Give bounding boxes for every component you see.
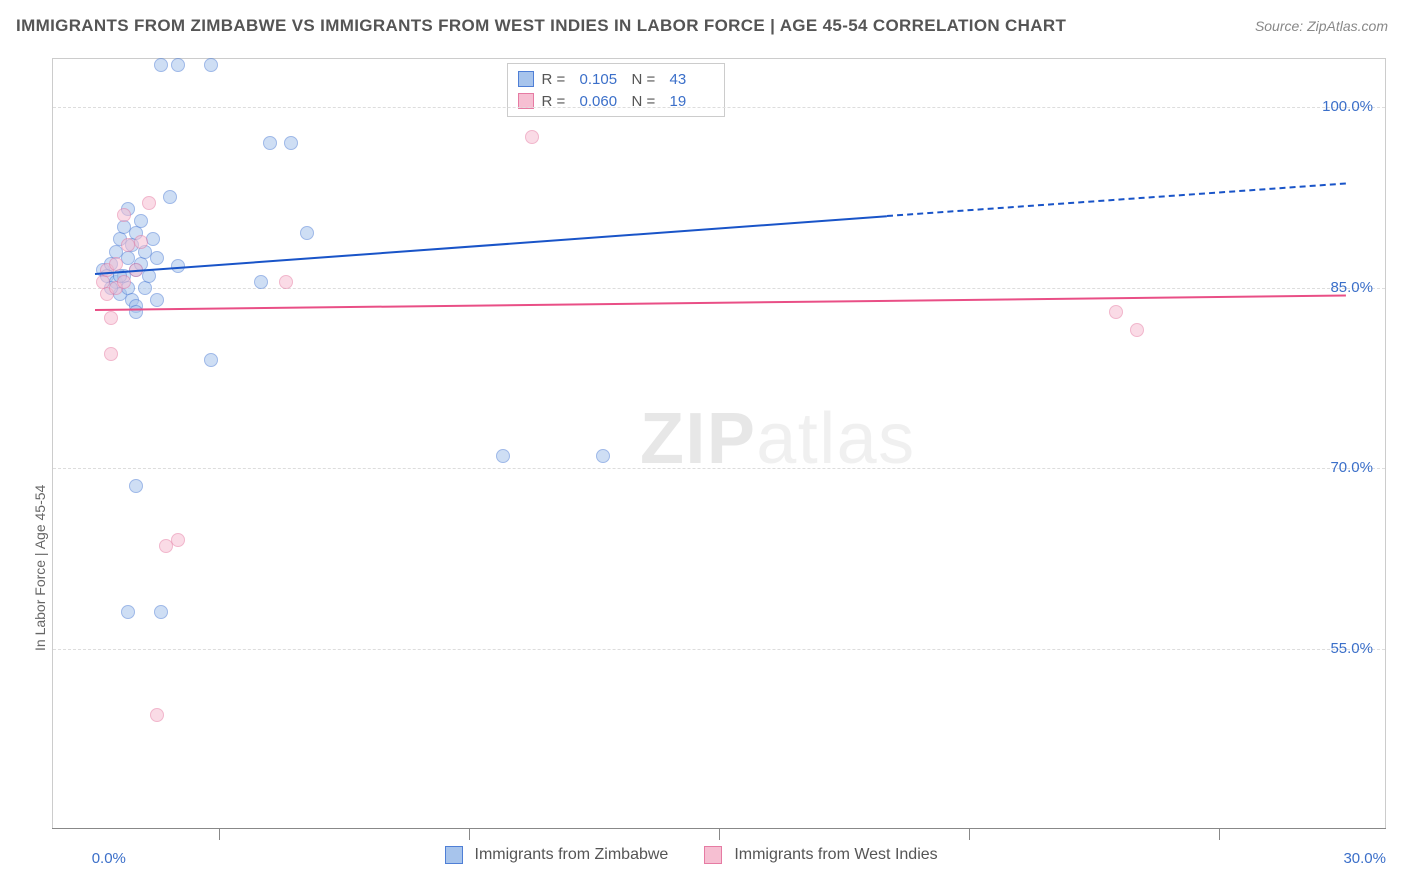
scatter-marker-zimbabwe <box>300 226 314 240</box>
legend-series: Immigrants from Zimbabwe Immigrants from … <box>445 846 962 864</box>
legend-swatch <box>445 846 463 864</box>
scatter-marker-west-indies <box>117 208 131 222</box>
scatter-marker-zimbabwe <box>284 136 298 150</box>
y-tick-label: 70.0% <box>1330 459 1373 476</box>
scatter-marker-zimbabwe <box>263 136 277 150</box>
scatter-marker-zimbabwe <box>150 293 164 307</box>
gridline-horizontal <box>53 107 1385 108</box>
scatter-marker-zimbabwe <box>204 353 218 367</box>
scatter-marker-west-indies <box>109 257 123 271</box>
legend-r-label: R = <box>542 71 572 88</box>
scatter-marker-zimbabwe <box>129 305 143 319</box>
legend-stat-row: R = 0.105 N = 43 <box>518 68 714 90</box>
legend-n-label: N = <box>632 71 662 88</box>
legend-r-value: 0.105 <box>580 71 624 88</box>
scatter-marker-zimbabwe <box>138 281 152 295</box>
scatter-marker-west-indies <box>171 533 185 547</box>
scatter-marker-zimbabwe <box>150 251 164 265</box>
scatter-marker-zimbabwe <box>204 58 218 72</box>
source-attribution: Source: ZipAtlas.com <box>1255 18 1388 34</box>
scatter-marker-west-indies <box>117 275 131 289</box>
gridline-horizontal <box>53 649 1385 650</box>
legend-stats: R = 0.105 N = 43 R =0.060N =19 <box>507 63 725 117</box>
scatter-marker-west-indies <box>279 275 293 289</box>
x-max-label: 30.0% <box>1343 850 1386 867</box>
gridline-horizontal <box>53 468 1385 469</box>
legend-stat-row: R =0.060N =19 <box>518 90 714 112</box>
x-tick <box>1219 828 1220 840</box>
scatter-marker-zimbabwe <box>154 58 168 72</box>
legend-swatch <box>518 71 534 87</box>
scatter-marker-zimbabwe <box>129 479 143 493</box>
legend-series-label: Immigrants from Zimbabwe <box>475 846 669 864</box>
scatter-marker-west-indies <box>525 130 539 144</box>
scatter-marker-zimbabwe <box>171 58 185 72</box>
x-tick <box>719 828 720 840</box>
legend-swatch <box>704 846 722 864</box>
scatter-marker-zimbabwe <box>154 605 168 619</box>
y-tick-label: 55.0% <box>1330 640 1373 657</box>
watermark-atlas: atlas <box>756 399 915 479</box>
chart-title: IMMIGRANTS FROM ZIMBABWE VS IMMIGRANTS F… <box>16 16 1066 36</box>
trend-line-west-indies <box>95 295 1346 311</box>
x-tick <box>969 828 970 840</box>
scatter-marker-west-indies <box>1130 323 1144 337</box>
scatter-marker-west-indies <box>134 235 148 249</box>
x-tick <box>469 828 470 840</box>
scatter-marker-zimbabwe <box>496 449 510 463</box>
scatter-marker-west-indies <box>104 311 118 325</box>
scatter-marker-west-indies <box>1109 305 1123 319</box>
scatter-marker-west-indies <box>150 708 164 722</box>
scatter-marker-zimbabwe <box>254 275 268 289</box>
y-tick-label: 100.0% <box>1322 98 1373 115</box>
legend-n-value: 43 <box>670 71 714 88</box>
watermark-zip: ZIP <box>640 399 756 479</box>
scatter-marker-west-indies <box>104 347 118 361</box>
y-axis-label: In Labor Force | Age 45-54 <box>32 485 48 651</box>
scatter-marker-zimbabwe <box>146 232 160 246</box>
y-tick-label: 85.0% <box>1330 279 1373 296</box>
scatter-marker-zimbabwe <box>596 449 610 463</box>
x-tick <box>219 828 220 840</box>
legend-series-label: Immigrants from West Indies <box>734 846 937 864</box>
scatter-marker-zimbabwe <box>134 214 148 228</box>
plot-area: ZIPatlas R = 0.105 N = 43 R =0.060N =19 55.0… <box>52 58 1386 828</box>
scatter-marker-west-indies <box>142 196 156 210</box>
scatter-marker-zimbabwe <box>121 605 135 619</box>
correlation-chart: IMMIGRANTS FROM ZIMBABWE VS IMMIGRANTS F… <box>0 0 1406 892</box>
x-min-label: 0.0% <box>92 850 126 867</box>
trend-line-zimbabwe <box>95 215 887 275</box>
scatter-marker-zimbabwe <box>163 190 177 204</box>
trend-line-zimbabwe <box>887 183 1346 217</box>
gridline-horizontal <box>53 288 1385 289</box>
